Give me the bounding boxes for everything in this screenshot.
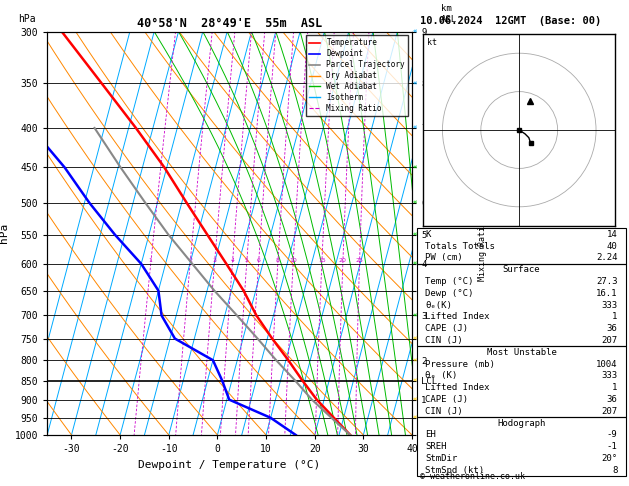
Text: -9: -9 (607, 431, 618, 439)
Text: kt: kt (427, 38, 437, 47)
Text: «: « (412, 80, 417, 86)
Text: «: « (412, 125, 417, 131)
Text: CIN (J): CIN (J) (425, 336, 463, 345)
Text: 333: 333 (601, 301, 618, 310)
Text: CAPE (J): CAPE (J) (425, 395, 469, 404)
Text: K: K (425, 230, 431, 239)
Bar (417, 228, 626, 264)
Text: Surface: Surface (503, 265, 540, 274)
Text: 1: 1 (612, 312, 618, 321)
Text: 1: 1 (612, 383, 618, 392)
Text: 2.24: 2.24 (596, 253, 618, 262)
Text: 2: 2 (188, 258, 192, 263)
Text: km
ASL: km ASL (441, 4, 457, 23)
Bar (417, 347, 626, 417)
Text: 1: 1 (149, 258, 153, 263)
Text: «: « (412, 415, 417, 421)
Text: 10.06.2024  12GMT  (Base: 00): 10.06.2024 12GMT (Base: 00) (420, 16, 601, 26)
Text: «: « (412, 378, 417, 383)
Text: Hodograph: Hodograph (498, 418, 545, 428)
X-axis label: Dewpoint / Temperature (°C): Dewpoint / Temperature (°C) (138, 460, 321, 469)
Text: 207: 207 (601, 336, 618, 345)
Text: StmDir: StmDir (425, 454, 458, 463)
Legend: Temperature, Dewpoint, Parcel Trajectory, Dry Adiabat, Wet Adiabat, Isotherm, Mi: Temperature, Dewpoint, Parcel Trajectory… (306, 35, 408, 116)
Text: θₑ(K): θₑ(K) (425, 301, 452, 310)
Title: 40°58'N  28°49'E  55m  ASL: 40°58'N 28°49'E 55m ASL (137, 17, 322, 31)
Text: © weatheronline.co.uk: © weatheronline.co.uk (420, 472, 525, 481)
Text: 333: 333 (601, 371, 618, 381)
Text: SREH: SREH (425, 442, 447, 451)
Text: «: « (412, 261, 417, 267)
Text: 14: 14 (607, 230, 618, 239)
Text: 36: 36 (607, 324, 618, 333)
Text: 6: 6 (257, 258, 260, 263)
Text: «: « (412, 164, 417, 171)
Text: 8: 8 (276, 258, 280, 263)
Text: 40: 40 (607, 242, 618, 251)
Text: «: « (412, 336, 417, 342)
Text: -1: -1 (607, 442, 618, 451)
Text: 36: 36 (607, 395, 618, 404)
Text: Lifted Index: Lifted Index (425, 383, 490, 392)
Text: «: « (412, 357, 417, 363)
Text: 207: 207 (601, 407, 618, 416)
Text: 5: 5 (245, 258, 248, 263)
Text: «: « (412, 232, 417, 238)
Text: «: « (412, 200, 417, 206)
Text: Temp (°C): Temp (°C) (425, 277, 474, 286)
Bar (417, 264, 626, 347)
Text: Totals Totals: Totals Totals (425, 242, 495, 251)
Text: EH: EH (425, 431, 436, 439)
Text: CAPE (J): CAPE (J) (425, 324, 469, 333)
Text: 27.3: 27.3 (596, 277, 618, 286)
Text: «: « (412, 312, 417, 318)
Text: Mixing Ratio (g/kg): Mixing Ratio (g/kg) (477, 186, 487, 281)
Text: 20°: 20° (601, 454, 618, 463)
Y-axis label: hPa: hPa (0, 223, 9, 243)
Text: θₑ (K): θₑ (K) (425, 371, 458, 381)
Text: 20: 20 (339, 258, 347, 263)
Text: Most Unstable: Most Unstable (486, 348, 557, 357)
Text: StmSpd (kt): StmSpd (kt) (425, 466, 484, 475)
Text: 1004: 1004 (596, 360, 618, 369)
Text: Pressure (mb): Pressure (mb) (425, 360, 495, 369)
Text: 3: 3 (213, 258, 216, 263)
Text: «: « (412, 397, 417, 403)
Text: 15: 15 (318, 258, 326, 263)
Text: 16.1: 16.1 (596, 289, 618, 298)
Text: 25: 25 (355, 258, 364, 263)
Text: 8: 8 (612, 466, 618, 475)
Text: Lifted Index: Lifted Index (425, 312, 490, 321)
Bar (417, 417, 626, 476)
Text: CIN (J): CIN (J) (425, 407, 463, 416)
Text: PW (cm): PW (cm) (425, 253, 463, 262)
Text: hPa: hPa (18, 14, 36, 23)
Text: Dewp (°C): Dewp (°C) (425, 289, 474, 298)
Text: 10: 10 (289, 258, 297, 263)
Text: 4: 4 (230, 258, 235, 263)
Text: «: « (412, 29, 417, 35)
